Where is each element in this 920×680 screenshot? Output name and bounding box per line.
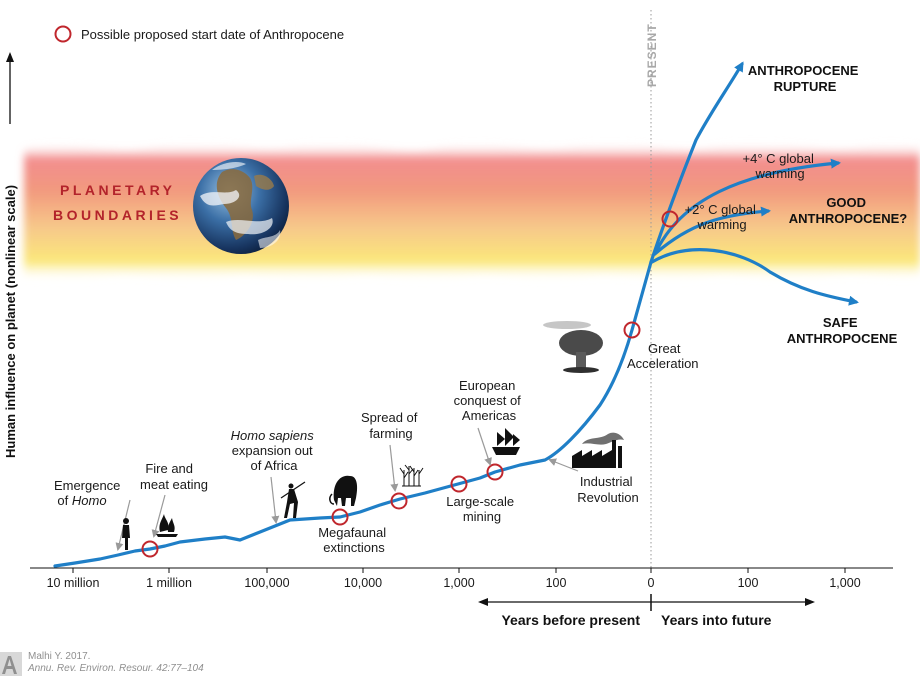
label-european-conquest: European conquest of Americas [454,378,525,423]
x-tick-label: 100 [738,576,759,590]
label-anthropocene-rupture: ANTHROPOCENE RUPTURE [748,63,862,94]
galleon-ship-icon [492,428,520,455]
legend-label: Possible proposed start date of Anthropo… [81,27,344,42]
label-mining: Large-scale mining [446,494,518,524]
nuclear-explosion-icon [543,321,603,373]
planetary-boundaries-line2: BOUNDARIES [53,207,182,223]
x-tick-label: 1,000 [443,576,474,590]
citation-author: Malhi Y. 2017. [28,651,91,662]
label-safe-anthropocene: SAFE ANTHROPOCENE [787,315,898,346]
start-date-marker [331,508,349,526]
label-warming-4: +4° C global warming [743,151,818,181]
crops-icon [399,464,424,487]
citation: Malhi Y. 2017. Annu. Rev. Environ. Resou… [28,651,204,675]
start-date-marker [450,475,468,493]
citation-journal: Annu. Rev. Environ. Resour. 42:77–104 [28,663,204,674]
x-tick-label: 0 [648,576,655,590]
x-axis-ticks [72,568,846,573]
rupture-branch [649,61,744,264]
human-influence-curve [53,260,653,568]
label-homo-sapiens: Homo sapiens expansion out of Africa [231,428,318,473]
start-date-marker [486,463,504,481]
safe-branch [650,248,859,306]
x-tick-label: 10,000 [344,576,382,590]
label-great-acceleration: Great Acceleration [627,341,699,371]
label-emergence-homo: Emergence of Homo [54,478,124,508]
x-tick-label: 1 million [146,576,192,590]
label-megafaunal: Megafaunal extinctions [318,525,390,555]
label-warming-2: +2° C global warming [685,202,760,232]
annual-reviews-logo [0,652,22,676]
fire-icon [156,514,178,537]
mammoth-icon [329,475,358,506]
label-farming: Spread of farming [361,410,421,441]
present-label: PRESENT [645,23,659,87]
warming2-branch [654,206,771,255]
x-tick-label: 100 [546,576,567,590]
start-date-markers [141,210,679,558]
start-date-marker [661,210,679,228]
start-date-marker [623,321,641,339]
warming4-branch [653,158,841,256]
y-axis-label: Human influence on planet (nonlinear sca… [3,185,18,458]
label-industrial-revolution: Industrial Revolution [577,474,638,505]
label-fire-meat: Fire and meat eating [140,461,208,492]
timeline-arrows [478,594,815,611]
factory-icon [572,432,624,468]
earth-image [193,158,289,254]
years-into-future: Years into future [661,612,772,628]
label-good-anthropocene: GOOD ANTHROPOCENE? [789,195,908,226]
legend: Possible proposed start date of Anthropo… [54,25,344,43]
human-with-spear-icon [280,481,306,518]
x-tick-labels: 10 million 1 million 100,000 10,000 1,00… [47,576,861,590]
start-date-marker [390,492,408,510]
label-pointers [115,427,579,551]
homo-erectus-icon [122,518,130,550]
planetary-boundaries-line1: PLANETARY [60,182,176,198]
x-tick-label: 100,000 [244,576,289,590]
x-tick-label: 1,000 [829,576,860,590]
legend-marker [54,25,72,43]
years-before-present: Years before present [501,612,640,628]
x-tick-label: 10 million [47,576,100,590]
start-date-marker [141,540,159,558]
